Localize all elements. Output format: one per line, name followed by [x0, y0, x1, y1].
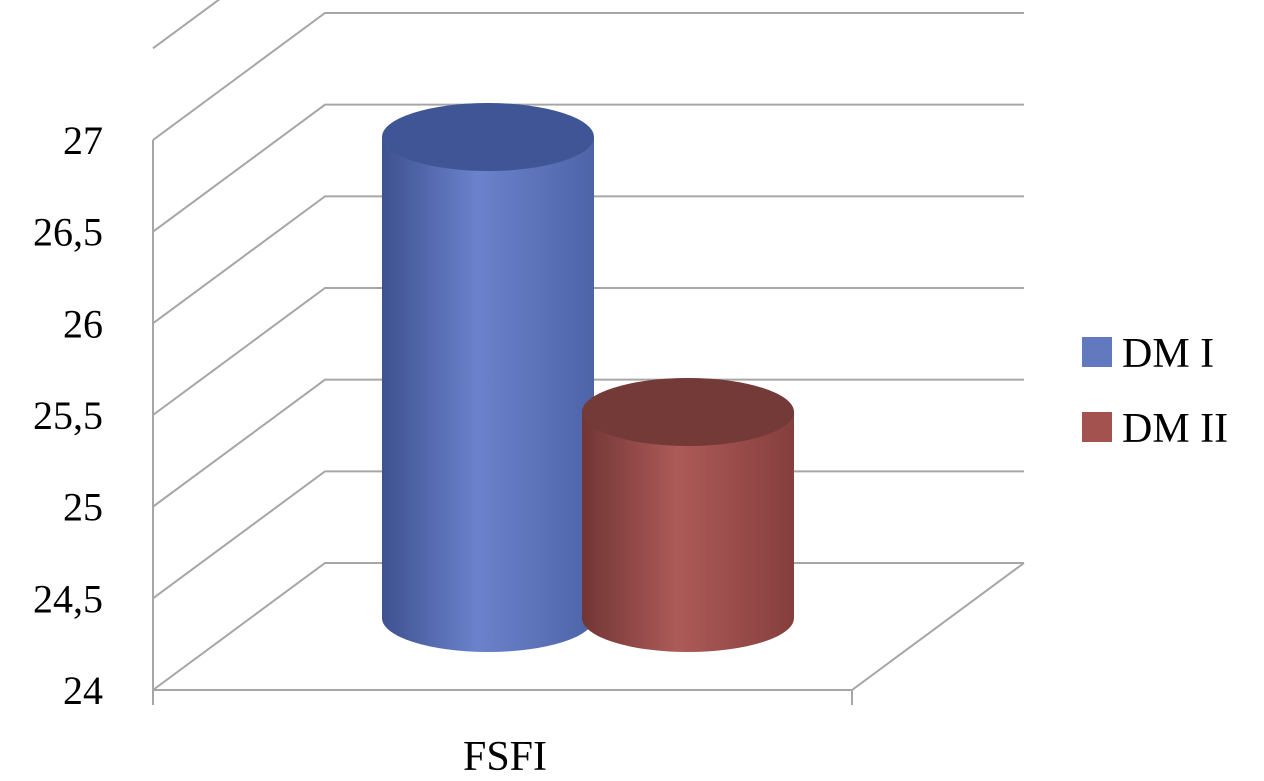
chart-walls	[152, 140, 1025, 705]
legend-swatch	[1082, 337, 1112, 367]
legend-label: DM I	[1122, 331, 1214, 377]
gridline	[152, 195, 1024, 325]
y-tick-label: 26	[63, 301, 103, 346]
y-tick-label: 26,5	[33, 210, 103, 255]
legend-swatch	[1082, 412, 1112, 442]
x-category-label: FSFI	[463, 734, 547, 780]
gridline	[152, 0, 221, 50]
y-tick-label: 27	[63, 118, 103, 163]
gridline	[152, 12, 1024, 141]
legend: DM I DM II	[1082, 331, 1228, 452]
gridline	[152, 378, 1024, 508]
bars	[382, 103, 794, 652]
y-tick-label: 25	[63, 485, 103, 530]
legend-label: DM II	[1122, 406, 1228, 452]
gridline	[152, 103, 1024, 233]
x-axis-labels: FSFI	[463, 734, 547, 780]
y-tick-label: 24	[63, 668, 103, 713]
gridlines	[152, 0, 1024, 691]
bar-dm-i	[382, 103, 594, 652]
y-tick-label: 25,5	[33, 393, 103, 438]
bar-dm-ii	[582, 378, 794, 652]
gridline	[152, 287, 1024, 416]
y-axis-ticks: 24 24,5 25 25,5 26 26,5 27	[33, 118, 103, 713]
y-tick-label: 24,5	[33, 576, 103, 621]
